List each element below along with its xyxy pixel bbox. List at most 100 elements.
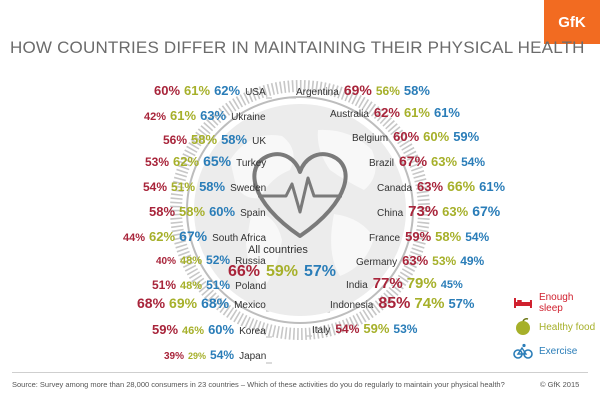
country-name: Germany <box>356 256 398 268</box>
all-countries-food: 59% <box>266 263 299 280</box>
sleep-value: 63% <box>402 252 429 268</box>
bicycle-icon <box>513 343 533 359</box>
country-row-russia: 40% 48% 52% Russia <box>154 253 266 267</box>
country-name: China <box>377 207 404 219</box>
country-row-poland: 51% 48% 51% Poland <box>150 278 266 292</box>
food-value: 69% <box>169 295 198 311</box>
food-value: 61% <box>184 82 211 98</box>
food-value: 66% <box>447 178 476 194</box>
legend-food: Healthy food <box>513 318 595 336</box>
gfk-logo: GfK <box>544 0 600 44</box>
exercise-value: 53% <box>393 321 418 336</box>
exercise-value: 61% <box>433 104 460 120</box>
food-value: 53% <box>432 253 457 268</box>
food-value: 29% <box>188 351 207 361</box>
food-value: 46% <box>182 324 205 337</box>
sleep-value: 62% <box>373 104 400 120</box>
country-row-uk: 56% 58% 58% UK <box>161 132 266 147</box>
sleep-value: 56% <box>163 132 188 147</box>
food-value: 62% <box>149 229 176 244</box>
sleep-value: 67% <box>399 153 428 169</box>
country-row-korea: 59% 46% 60% Korea <box>150 322 266 337</box>
legend-food-label: Healthy food <box>539 321 596 333</box>
country-row-japan: 39% 29% 54% Japan <box>162 348 266 362</box>
exercise-value: 62% <box>214 82 241 98</box>
exercise-value: 61% <box>479 179 506 194</box>
country-name: Italy <box>312 324 331 336</box>
country-name: France <box>369 232 401 244</box>
globe-continents <box>230 129 376 290</box>
exercise-value: 67% <box>179 228 208 244</box>
country-row-mexico: 68% 69% 68% Mexico <box>135 295 266 311</box>
pulse-line <box>258 176 342 214</box>
country-row-brazil: Brazil 67% 63% 54% <box>369 153 487 169</box>
country-name: Indonesia <box>330 300 374 311</box>
food-value: 51% <box>171 179 196 194</box>
country-row-belgium: Belgium 60% 60% 59% <box>352 129 481 144</box>
sleep-value: 51% <box>152 278 177 292</box>
sleep-value: 40% <box>156 256 177 267</box>
country-name: Japan <box>239 351 267 362</box>
legend-exercise-label: Exercise <box>539 345 578 357</box>
sleep-value: 60% <box>154 82 181 98</box>
exercise-value: 65% <box>203 153 232 169</box>
country-name: Poland <box>235 281 267 292</box>
country-row-australia: Australia 62% 61% 61% <box>330 105 462 120</box>
sleep-value: 59% <box>405 228 432 244</box>
legend-sleep-label: Enough sleep <box>538 292 574 314</box>
outer-ring <box>170 80 430 340</box>
sleep-value: 69% <box>343 82 372 98</box>
country-name: Turkey <box>236 158 267 169</box>
food-value: 74% <box>414 295 445 312</box>
country-row-france: France 59% 58% 54% <box>369 229 491 244</box>
sleep-value: 63% <box>417 179 444 194</box>
country-row-spain: 58% 58% 60% Spain <box>147 204 266 219</box>
country-name: UK <box>252 135 266 147</box>
sleep-value: 54% <box>335 321 360 336</box>
all-countries-exercise: 57% <box>304 263 337 280</box>
heart-icon <box>252 152 348 238</box>
food-value: 58% <box>179 203 206 219</box>
food-value: 79% <box>406 274 437 292</box>
exercise-value: 51% <box>206 278 231 292</box>
exercise-value: 58% <box>199 178 226 194</box>
exercise-value: 54% <box>465 229 490 244</box>
all-countries-label: All countries <box>248 244 308 256</box>
country-row-germany: Germany 63% 53% 49% <box>356 253 486 268</box>
country-name: Korea <box>239 325 266 337</box>
country-name: Sweden <box>230 182 267 194</box>
exercise-value: 54% <box>461 155 486 169</box>
exercise-value: 63% <box>200 107 227 123</box>
country-row-ukraine: 42% 61% 63% Ukraine <box>142 108 266 123</box>
exercise-value: 68% <box>201 295 230 311</box>
food-value: 62% <box>173 154 200 169</box>
food-value: 48% <box>180 255 203 267</box>
country-name: Canada <box>377 183 413 194</box>
food-value: 59% <box>363 320 390 336</box>
country-name: Mexico <box>234 300 266 311</box>
exercise-value: 57% <box>448 296 475 311</box>
country-row-argentina: Argentina 69% 56% 58% <box>296 82 432 98</box>
exercise-value: 67% <box>472 202 501 219</box>
legend-sleep: Enough sleep <box>513 292 600 314</box>
country-row-indonesia: Indonesia 85% 74% 57% <box>330 295 476 313</box>
country-name: South Africa <box>212 233 267 244</box>
sleep-value: 44% <box>123 232 146 244</box>
sleep-value: 58% <box>149 203 176 219</box>
food-value: 61% <box>170 107 197 123</box>
footer-divider <box>12 372 588 373</box>
country-name: Spain <box>240 207 266 219</box>
country-name: Australia <box>330 108 369 120</box>
exercise-value: 49% <box>460 253 485 268</box>
country-row-usa: 60% 61% 62% USA <box>152 83 266 98</box>
food-value: 48% <box>180 280 203 292</box>
exercise-value: 58% <box>221 131 248 147</box>
country-name: India <box>346 279 368 291</box>
country-row-turkey: 53% 62% 65% Turkey <box>143 153 266 169</box>
sleep-value: 85% <box>378 295 411 312</box>
country-row-south-africa: 44% 62% 67% South Africa <box>121 228 266 244</box>
sleep-value: 73% <box>408 202 439 220</box>
sleep-value: 77% <box>372 274 403 292</box>
food-value: 58% <box>435 228 462 244</box>
